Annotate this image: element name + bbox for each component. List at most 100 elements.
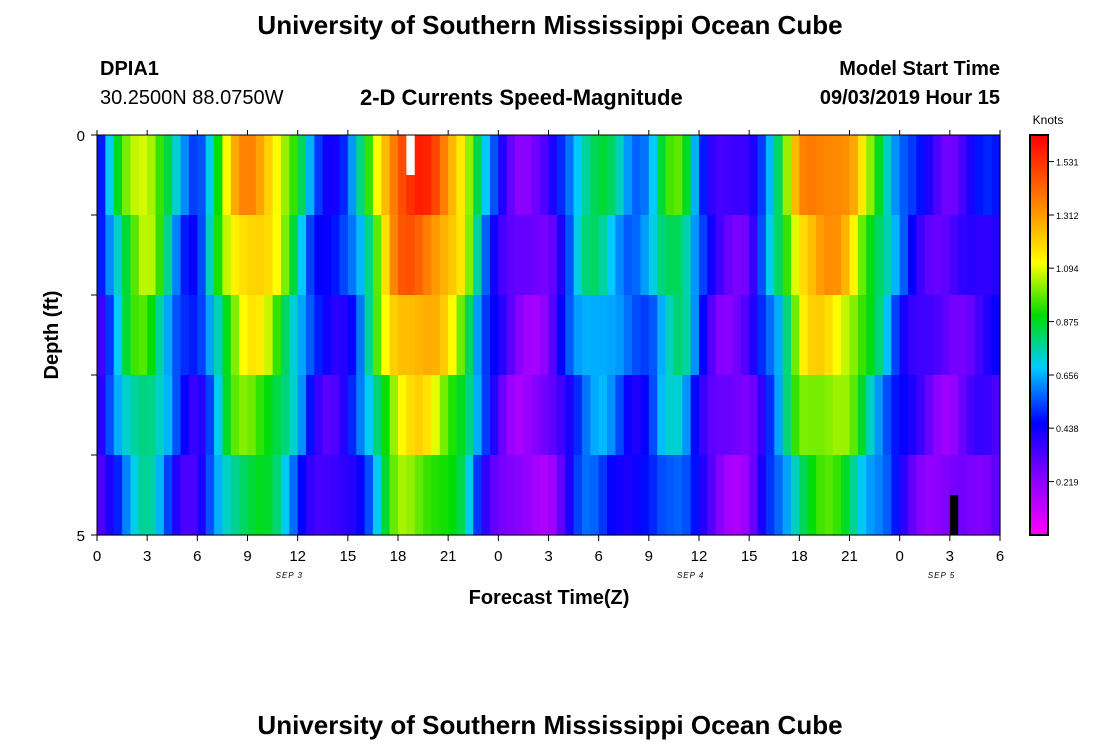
heatmap-cell	[908, 135, 917, 216]
heatmap-cell	[581, 375, 591, 456]
heatmap-cell	[247, 455, 257, 536]
heatmap-cell	[623, 135, 633, 216]
heatmap-cell	[749, 455, 759, 536]
heatmap-cell	[138, 135, 148, 216]
y-axis-label: Depth (ft)	[41, 291, 63, 380]
heatmap-cell	[297, 215, 307, 296]
heatmap-cell	[381, 295, 391, 376]
heatmap-cell	[565, 375, 575, 456]
heatmap-cell	[874, 135, 884, 216]
heatmap-cell	[548, 135, 558, 216]
heatmap-cell	[197, 215, 207, 296]
heatmap-cell	[573, 135, 583, 216]
heatmap-cell	[648, 135, 658, 216]
heatmap-cell	[807, 215, 817, 296]
heatmap-cell	[448, 455, 458, 536]
heatmap-cell	[640, 295, 650, 376]
heatmap-cell	[489, 455, 499, 536]
heatmap-cell	[297, 135, 307, 216]
heatmap-cell	[590, 215, 600, 296]
heatmap-cell	[130, 375, 140, 456]
x-tick-label: 0	[895, 548, 903, 565]
heatmap-cell	[347, 375, 357, 456]
heatmap-cell	[790, 375, 800, 456]
heatmap-cell	[565, 215, 575, 296]
heatmap-cell	[515, 295, 525, 376]
heatmap-cell	[147, 455, 157, 536]
heatmap-cell	[882, 215, 892, 296]
heatmap-cell	[699, 295, 708, 376]
heatmap-cell	[632, 455, 642, 536]
heatmap-cell	[439, 215, 449, 296]
heatmap-cell	[841, 135, 851, 216]
heatmap-cell	[481, 375, 491, 456]
heatmap-cell	[991, 215, 1001, 296]
heatmap-cell	[188, 215, 198, 296]
heatmap-cell	[197, 135, 207, 216]
heatmap-cell	[188, 455, 198, 536]
heatmap-cell	[506, 135, 516, 216]
heatmap-cell	[381, 135, 391, 216]
heatmap-cell	[832, 295, 842, 376]
heatmap-cell	[481, 455, 491, 536]
heatmap-cell	[849, 375, 859, 456]
heatmap-cell	[673, 295, 683, 376]
heatmap-cell	[648, 295, 658, 376]
x-tick-label: 6	[594, 548, 602, 565]
heatmap-cell	[456, 295, 466, 376]
day-label: SEP 4	[677, 571, 704, 580]
heatmap-cell	[774, 375, 784, 456]
heatmap-cell	[673, 455, 683, 536]
heatmap-cell	[648, 455, 658, 536]
heatmap-cell	[841, 295, 851, 376]
heatmap-cell	[707, 375, 717, 456]
heatmap-cell	[874, 215, 884, 296]
heatmap-cell	[749, 135, 759, 216]
heatmap-cell	[590, 375, 600, 456]
heatmap-cell	[97, 375, 106, 456]
heatmap-cell	[816, 455, 826, 536]
heatmap-cell	[665, 375, 675, 456]
heatmap-cell	[423, 375, 433, 456]
heatmap-cell	[97, 295, 106, 376]
x-axis-ticks: 0 3 6 9 12 15 18 21 0 3 6 9 12 15 18 21 0 3 6	[93, 130, 1004, 565]
heatmap-cell	[715, 215, 725, 296]
heatmap-cell	[381, 455, 391, 536]
heatmap-cell	[372, 375, 382, 456]
heatmap-cell	[489, 295, 499, 376]
heatmap-cell	[289, 455, 299, 536]
heatmap-cell	[707, 215, 717, 296]
heatmap-cell	[581, 455, 591, 536]
heatmap-cell	[255, 135, 265, 216]
heatmap-cell	[414, 215, 424, 296]
heatmap-cell	[155, 135, 165, 216]
heatmap-cell	[364, 295, 374, 376]
heatmap-cell	[924, 135, 934, 216]
heatmap-cell	[205, 135, 215, 216]
heatmap-cell	[531, 295, 541, 376]
heatmap-cell	[866, 455, 876, 536]
heatmap-cell	[673, 375, 683, 456]
heatmap-cell	[464, 455, 474, 536]
heatmap-cell	[506, 215, 516, 296]
heatmap-cell	[431, 295, 441, 376]
heatmap-cell	[147, 215, 157, 296]
heatmap-cell	[113, 455, 123, 536]
heatmap-cell	[715, 135, 725, 216]
model-start-label: Model Start Time	[839, 58, 1000, 80]
heatmap-cell	[882, 375, 892, 456]
heatmap-cell	[372, 215, 382, 296]
heatmap-cell	[765, 215, 775, 296]
heatmap-cell	[314, 455, 324, 536]
heatmap-cell	[540, 295, 550, 376]
heatmap-cell	[673, 135, 683, 216]
heatmap-cell	[916, 135, 926, 216]
heatmap-cell	[933, 375, 943, 456]
heatmap-cell	[724, 375, 734, 456]
heatmap-cell	[732, 135, 742, 216]
heatmap-cell	[966, 295, 976, 376]
heatmap-cell	[306, 215, 315, 296]
heatmap-cell	[556, 135, 566, 216]
heatmap-cell	[138, 215, 148, 296]
heatmap-cell	[506, 455, 516, 536]
